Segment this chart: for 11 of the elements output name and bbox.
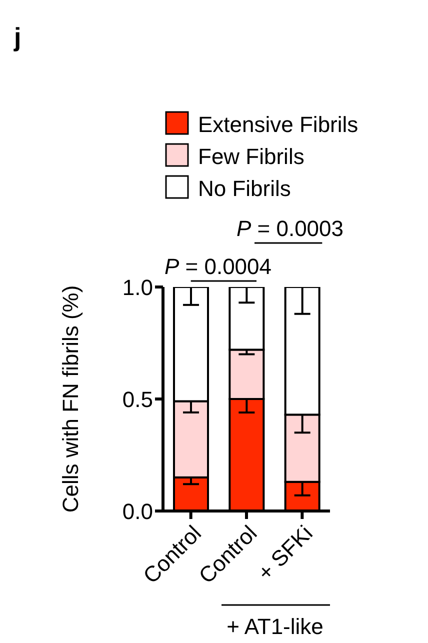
text: P = 0.0003 [236,216,344,241]
legend-label: Extensive Fibrils [198,112,358,137]
y-axis-title: Cells with FN fibrils (%) [58,285,83,513]
text: + AT1-like [226,614,324,639]
legend-label: Few Fibrils [198,144,304,169]
legend-label: No Fibrils [198,176,291,201]
y-tick-label: 0.5 [122,386,153,412]
y-tick-label: 1.0 [122,274,153,300]
text: P = 0.0004 [164,254,272,279]
y-tick-label: 0.0 [122,498,153,524]
text: j [13,22,22,52]
